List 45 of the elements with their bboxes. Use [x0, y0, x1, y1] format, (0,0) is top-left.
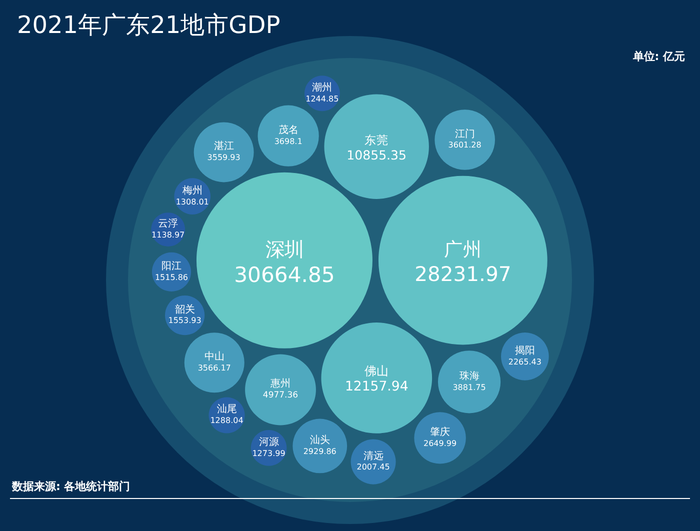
category-label: 湛江 — [214, 140, 234, 152]
category-label: 梅州 — [181, 184, 202, 196]
data-label: 3881.75 — [452, 382, 486, 392]
category-label: 韶关 — [174, 303, 195, 316]
category-label: 珠海 — [459, 370, 480, 382]
category-label: 广州 — [444, 238, 482, 261]
data-label: 3566.17 — [198, 364, 231, 373]
data-label: 28231.97 — [414, 262, 512, 286]
data-label: 2007.45 — [356, 462, 390, 472]
category-label: 云浮 — [158, 218, 178, 230]
category-label: 江门 — [454, 128, 475, 140]
data-label: 1553.93 — [168, 316, 202, 326]
data-label: 1308.01 — [176, 197, 209, 206]
text: 2021年广东21地市GDP — [17, 11, 280, 39]
category-label: 阳江 — [162, 260, 182, 272]
category-label: 河源 — [258, 436, 279, 448]
category-label: 深圳 — [265, 238, 304, 262]
category-label: 佛山 — [364, 364, 389, 378]
category-label: 揭阳 — [514, 344, 535, 356]
data-label: 3601.28 — [448, 140, 482, 150]
category-label: 清远 — [363, 450, 384, 462]
data-label: 1288.04 — [210, 416, 244, 426]
category-label: 汕尾 — [216, 403, 237, 416]
category-label: 惠州 — [269, 378, 290, 390]
data-label: 1515.86 — [154, 272, 188, 282]
text: 单位: 亿元 — [632, 50, 686, 63]
data-label: 30664.85 — [234, 262, 335, 288]
category-label: 肇庆 — [430, 426, 450, 438]
data-label: 1273.99 — [252, 448, 286, 458]
category-label: 东莞 — [364, 133, 389, 148]
data-label: 2649.99 — [423, 438, 457, 448]
category-label: 中山 — [204, 350, 224, 363]
source-note: 数据来源: 各地统计部门 — [11, 480, 130, 493]
data-label: 3698.1 — [274, 136, 302, 146]
category-label: 潮州 — [312, 81, 332, 94]
category-label: 汕头 — [310, 434, 330, 446]
data-label: 3559.93 — [207, 153, 240, 162]
category-label: 茂名 — [278, 124, 298, 136]
data-label: 10855.35 — [346, 148, 407, 163]
data-label: 4977.36 — [262, 390, 298, 401]
data-label: 1138.97 — [152, 230, 185, 240]
data-label: 2265.43 — [508, 357, 542, 366]
data-label: 12157.94 — [344, 379, 408, 394]
data-label: 1244.85 — [306, 94, 339, 104]
data-label: 2929.86 — [303, 446, 336, 456]
